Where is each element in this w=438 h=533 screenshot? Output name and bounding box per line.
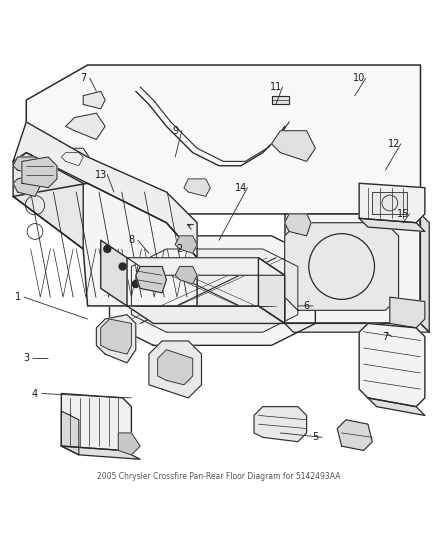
- Polygon shape: [149, 341, 201, 398]
- Text: 1: 1: [14, 292, 21, 302]
- Text: 13: 13: [95, 169, 107, 180]
- Polygon shape: [420, 214, 429, 332]
- Polygon shape: [13, 183, 197, 306]
- Polygon shape: [13, 152, 83, 249]
- Text: 2: 2: [177, 244, 183, 254]
- Polygon shape: [53, 148, 92, 174]
- Polygon shape: [61, 152, 83, 166]
- Polygon shape: [272, 131, 315, 161]
- Polygon shape: [272, 96, 289, 104]
- Polygon shape: [368, 398, 425, 415]
- Polygon shape: [101, 240, 127, 306]
- Polygon shape: [61, 393, 131, 450]
- Text: 5: 5: [312, 432, 318, 442]
- Polygon shape: [158, 350, 193, 385]
- Polygon shape: [96, 314, 136, 363]
- Polygon shape: [285, 324, 429, 332]
- Polygon shape: [131, 249, 298, 332]
- Polygon shape: [61, 411, 79, 455]
- Polygon shape: [372, 192, 407, 214]
- Polygon shape: [61, 446, 140, 459]
- Text: 7: 7: [80, 73, 86, 83]
- Polygon shape: [118, 433, 140, 455]
- Polygon shape: [13, 122, 197, 258]
- Text: 4: 4: [32, 389, 38, 399]
- Polygon shape: [110, 236, 315, 345]
- Text: 9: 9: [172, 126, 178, 136]
- Polygon shape: [285, 214, 420, 324]
- Polygon shape: [175, 266, 197, 284]
- Polygon shape: [359, 324, 425, 407]
- Polygon shape: [390, 297, 425, 328]
- Polygon shape: [83, 91, 105, 109]
- Polygon shape: [13, 157, 39, 174]
- Polygon shape: [13, 174, 39, 197]
- Text: 11: 11: [270, 82, 282, 92]
- Circle shape: [119, 263, 126, 270]
- Polygon shape: [359, 183, 425, 223]
- Polygon shape: [254, 407, 307, 442]
- Polygon shape: [101, 319, 131, 354]
- Text: 6: 6: [304, 301, 310, 311]
- Text: 8: 8: [128, 235, 134, 245]
- Polygon shape: [127, 258, 285, 275]
- Text: 15: 15: [397, 209, 409, 219]
- Circle shape: [104, 246, 111, 253]
- Polygon shape: [337, 420, 372, 450]
- Polygon shape: [258, 258, 285, 324]
- Polygon shape: [359, 219, 425, 231]
- Polygon shape: [285, 223, 399, 310]
- Polygon shape: [66, 113, 105, 140]
- Text: 3: 3: [23, 353, 29, 364]
- Polygon shape: [175, 236, 197, 253]
- Polygon shape: [22, 157, 57, 188]
- Text: 10: 10: [353, 73, 365, 83]
- Text: 12: 12: [388, 139, 400, 149]
- Polygon shape: [136, 266, 166, 293]
- Polygon shape: [26, 65, 420, 214]
- Polygon shape: [184, 179, 210, 197]
- Text: 7: 7: [382, 332, 389, 342]
- Text: 14: 14: [235, 183, 247, 192]
- Polygon shape: [285, 214, 311, 236]
- Text: 2005 Chrysler Crossfire Pan-Rear Floor Diagram for 5142493AA: 2005 Chrysler Crossfire Pan-Rear Floor D…: [97, 472, 341, 481]
- Circle shape: [132, 280, 139, 287]
- Polygon shape: [127, 306, 285, 324]
